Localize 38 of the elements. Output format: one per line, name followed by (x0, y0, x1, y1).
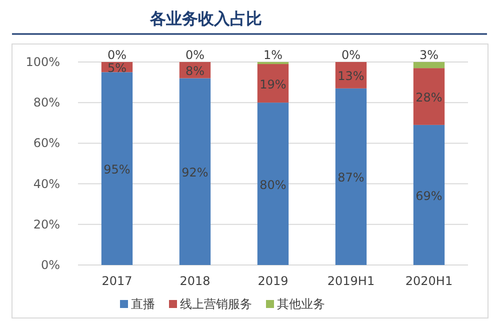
data-label: 0% (341, 48, 361, 62)
data-label: 3% (419, 48, 439, 62)
data-label: 13% (338, 69, 364, 84)
bar (335, 88, 367, 265)
data-label: 28% (416, 90, 442, 105)
data-label: 80% (260, 178, 286, 192)
data-label: 0% (185, 48, 205, 62)
x-tick-label: 2017 (102, 274, 132, 288)
y-tick-label: 40% (33, 176, 60, 191)
y-tick-label: 20% (33, 217, 60, 232)
x-tick-label: 2019H1 (327, 274, 375, 288)
x-tick-label: 2018 (180, 274, 210, 288)
bar (179, 78, 211, 265)
data-label: 95% (104, 162, 130, 177)
legend-label: 直播 (131, 297, 155, 311)
y-tick-label: 80% (33, 96, 60, 110)
bar (101, 72, 133, 265)
data-label: 5% (107, 61, 127, 76)
x-tick-label: 2020H1 (405, 274, 453, 288)
data-label: 92% (182, 166, 208, 180)
y-tick-label: 60% (33, 136, 60, 150)
title: 各业务收入占比 (150, 9, 262, 28)
data-label: 87% (338, 170, 364, 185)
bar (257, 102, 289, 265)
legend-label: 其他业务 (277, 297, 325, 311)
y-tick-label: 100% (26, 55, 60, 69)
x-tick-label: 2019 (258, 274, 288, 288)
data-label: 0% (107, 48, 127, 62)
data-label: 19% (260, 77, 286, 92)
data-label: 69% (416, 188, 442, 203)
y-tick-label: 0% (40, 258, 60, 272)
bar (413, 62, 445, 68)
data-label: 8% (185, 64, 205, 78)
data-label: 1% (263, 48, 283, 62)
bar (257, 64, 289, 103)
bar (413, 124, 445, 265)
legend-label: 线上营销服务 (180, 297, 252, 311)
bar (413, 68, 445, 125)
